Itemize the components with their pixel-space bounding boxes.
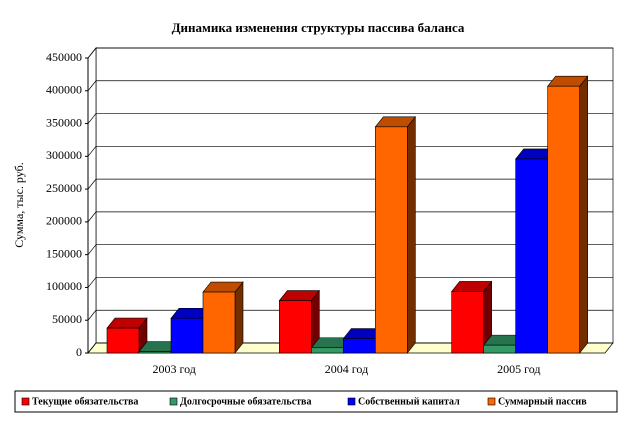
y-tick-label: 0 — [76, 345, 82, 359]
x-tick-label: 2005 год — [497, 362, 540, 376]
bar-face — [170, 317, 204, 354]
legend-label: Собственный капитал — [358, 396, 460, 407]
bar-face — [202, 291, 236, 354]
bar — [106, 317, 148, 354]
bar — [547, 75, 589, 354]
y-tick-label: 350000 — [46, 115, 82, 129]
side-wall — [87, 47, 97, 354]
y-tick-label: 150000 — [46, 246, 82, 260]
y-tick-label: 300000 — [46, 148, 82, 162]
bar-face — [407, 115, 416, 354]
grid-line — [87, 47, 97, 59]
bar-face — [279, 300, 312, 354]
bar-face — [343, 338, 376, 354]
bar-face — [579, 75, 588, 354]
grid-line — [87, 244, 97, 255]
legend-label: Текущие обязательства — [32, 396, 138, 407]
grid-line — [87, 80, 97, 91]
bar — [202, 281, 244, 354]
y-tick-label: 100000 — [46, 279, 82, 293]
y-tick-label: 50000 — [52, 312, 82, 326]
bar-face — [106, 327, 140, 354]
y-axis-label: Сумма, тыс. руб. — [12, 162, 26, 247]
x-tick-label: 2004 год — [325, 362, 368, 376]
y-tick-label: 400000 — [46, 83, 82, 97]
chart-title: Динамика изменения структуры пассива бал… — [172, 20, 465, 35]
grid-line — [87, 342, 97, 354]
grid-line — [87, 113, 97, 124]
bar-face — [311, 347, 344, 354]
grid-line — [87, 211, 97, 223]
legend-label: Долгосрочные обязательства — [180, 396, 311, 407]
grid-line — [87, 277, 97, 288]
bar-face — [547, 85, 580, 354]
y-tick-label: 200000 — [46, 214, 82, 228]
grid-line — [87, 146, 97, 157]
legend-swatch — [347, 397, 356, 406]
bar — [278, 289, 320, 354]
legend-swatch — [487, 397, 496, 406]
bar-face — [483, 344, 516, 354]
bar-face — [234, 281, 244, 354]
grid-line — [87, 178, 97, 190]
legend-swatch — [21, 397, 30, 406]
bar-face — [515, 158, 548, 354]
bar-face — [451, 291, 484, 354]
legend — [14, 390, 618, 413]
bar — [374, 115, 416, 354]
legend-label: Суммарный пассив — [498, 396, 587, 407]
bar-face — [138, 351, 172, 354]
x-tick-label: 2003 год — [152, 362, 195, 376]
bar-face — [375, 126, 408, 354]
y-tick-label: 450000 — [46, 50, 82, 64]
grid-line — [87, 310, 97, 321]
y-tick-label: 250000 — [46, 181, 82, 195]
legend-swatch — [169, 397, 178, 406]
